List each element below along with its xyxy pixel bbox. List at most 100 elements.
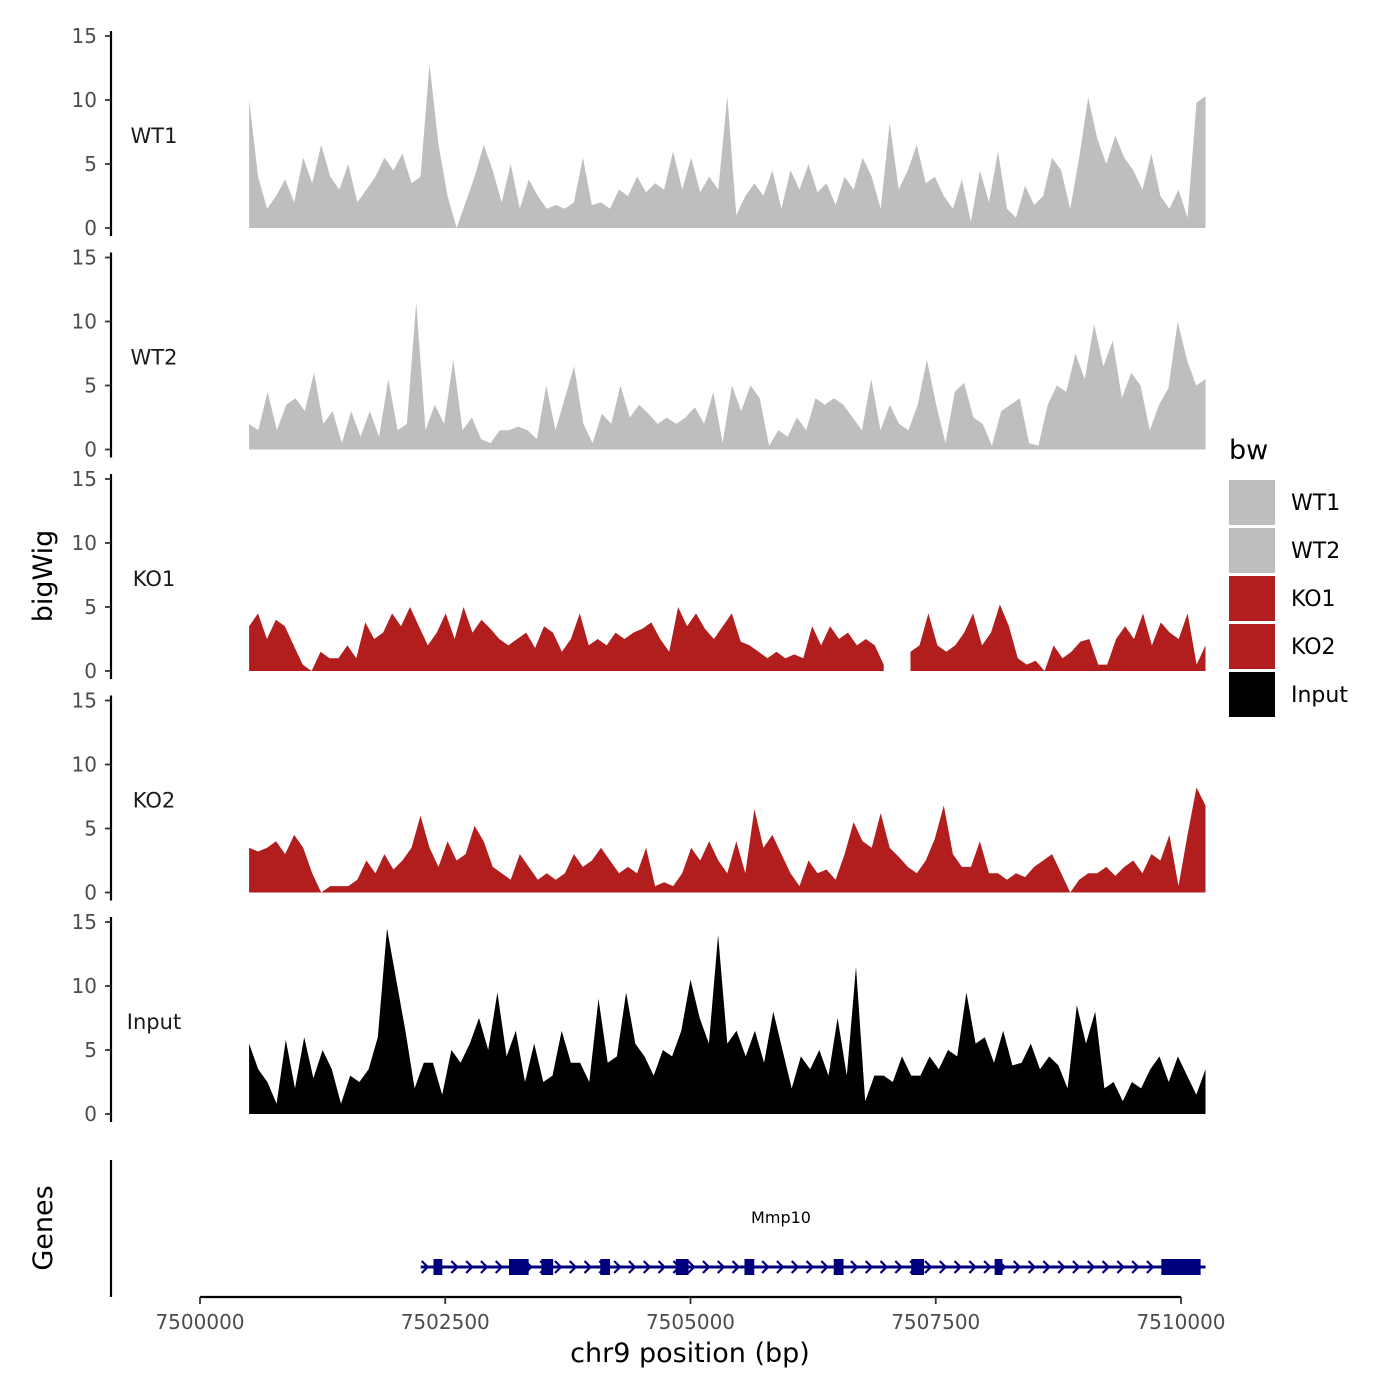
strand-arrow-37 [968,1260,977,1274]
legend-label-ko1: KO1 [1291,587,1336,612]
panel-ko2: 0 5 10 15 KO2 [72,689,1206,905]
legend-swatch-ko2 [1229,624,1275,669]
x-tick-label-7507500: 7507500 [891,1310,980,1334]
strand-arrow-34 [924,1260,933,1274]
strand-arrow-40 [1012,1260,1022,1274]
y-tick-label-input-5: 5 [84,1038,97,1062]
strand-arrow-2 [450,1260,459,1274]
legend-label-input: Input [1291,683,1348,708]
legend-swatch-wt1 [1229,480,1275,525]
exon-6 [744,1259,755,1275]
legend-swatch-wt2 [1229,528,1275,573]
legend-swatch-ko1 [1229,576,1275,621]
strand-arrow-14 [628,1260,637,1274]
strand-arrow-49 [1146,1260,1155,1274]
area-input [249,928,1206,1114]
strand-arrow-48 [1131,1260,1140,1274]
strand-arrow-4 [480,1260,489,1274]
y-tick-label-ko1-10: 10 [72,531,97,555]
track-label-wt1: WT1 [131,124,178,148]
strand-arrow-27 [820,1260,829,1274]
strand-arrow-16 [657,1260,667,1274]
x-tick-label-7510000: 7510000 [1136,1310,1225,1334]
y-tick-label-ko1-5: 5 [84,595,97,619]
x-tick-label-7505000: 7505000 [646,1310,735,1334]
strand-arrow-36 [953,1260,963,1274]
strand-arrow-13 [613,1260,622,1274]
y-tick-label-ko1-15: 15 [72,467,97,491]
y-tick-label-wt2-0: 0 [84,438,97,462]
strand-arrow-23 [761,1260,770,1274]
y-tick-label-ko2-0: 0 [84,881,97,905]
strand-arrow-44 [1072,1260,1081,1274]
y-tick-label-input-0: 0 [84,1102,97,1126]
area-wt2 [249,302,1206,450]
exon-8 [911,1259,924,1275]
y-tick-label-ko1-0: 0 [84,659,97,683]
legend: bw WT1 WT2 KO1 KO2 Input [1229,435,1348,717]
y-tick-label-wt1-0: 0 [84,216,97,240]
panel-wt1: 0 5 10 15 WT1 [72,24,1206,240]
strand-arrow-45 [1086,1260,1096,1274]
gene-model-mmp10 [420,1259,1206,1275]
strand-arrow-11 [583,1260,593,1274]
exon-5 [675,1259,689,1275]
strand-arrow-9 [554,1260,563,1274]
signal-panels: 0 5 10 15 WT1 0 5 10 15 WT2 0 5 10 15 KO1 0 5 10 15 KO2 0 5 10… [72,24,1206,1126]
area-ko1-0 [249,607,884,671]
legend-label-wt1: WT1 [1291,491,1340,516]
gene-name-label: Mmp10 [751,1208,811,1227]
strand-arrow-5 [494,1260,504,1274]
exon-10 [1161,1259,1201,1275]
exon-3 [541,1259,554,1275]
strand-arrow-41 [1027,1260,1037,1274]
strand-arrow-15 [642,1260,652,1274]
y-tick-label-ko2-15: 15 [72,689,97,713]
strand-arrow-30 [864,1260,874,1274]
strand-arrow-19 [702,1260,711,1274]
panel-input: 0 5 10 15 Input [72,910,1206,1126]
strand-arrow-20 [716,1260,726,1274]
x-axis-title: chr9 position (bp) [570,1338,810,1369]
y-tick-label-wt1-5: 5 [84,152,97,176]
exon-7 [833,1259,844,1275]
genes-track: Genes Mmp10 [28,1160,1206,1297]
genes-axis-title: Genes [28,1185,59,1270]
x-tick-label-7500000: 7500000 [155,1310,244,1334]
strand-arrow-26 [805,1260,815,1274]
y-tick-label-ko2-10: 10 [72,753,97,777]
strand-arrow-42 [1042,1260,1051,1274]
x-axis: 7500000 7502500 7505000 7507500 7510000 chr9… [155,1295,1226,1369]
x-ticks: 7500000 7502500 7505000 7507500 7510000 [155,1297,1226,1334]
y-tick-label-input-10: 10 [72,974,97,998]
exon-1 [433,1259,443,1275]
legend-entries: WT1 WT2 KO1 KO2 Input [1229,480,1348,717]
strand-arrow-38 [983,1260,992,1274]
track-label-wt2: WT2 [131,346,178,370]
exon-9 [994,1259,1003,1275]
y-tick-label-ko2-5: 5 [84,817,97,841]
legend-title: bw [1229,435,1268,466]
strand-arrow-35 [938,1260,948,1274]
legend-swatch-input [1229,672,1275,717]
area-wt1 [249,64,1206,228]
legend-label-wt2: WT2 [1291,539,1340,564]
strand-arrow-24 [776,1260,785,1274]
panel-wt2: 0 5 10 15 WT2 [72,246,1206,462]
area-ko1-1 [910,604,1206,671]
y-tick-label-wt2-5: 5 [84,374,97,398]
strand-arrow-18 [687,1260,696,1274]
y-tick-label-input-15: 15 [72,910,97,934]
strand-arrow-29 [850,1260,859,1274]
x-tick-label-7502500: 7502500 [401,1310,490,1334]
legend-label-ko2: KO2 [1291,635,1336,660]
strand-arrow-31 [879,1260,889,1274]
strand-arrow-21 [731,1260,741,1274]
strand-arrow-43 [1057,1260,1066,1274]
y-tick-label-wt2-10: 10 [72,310,97,334]
strand-arrow-0 [420,1260,430,1274]
area-ko2 [249,787,1206,893]
strand-arrow-32 [894,1260,903,1274]
strand-arrow-47 [1116,1260,1125,1274]
